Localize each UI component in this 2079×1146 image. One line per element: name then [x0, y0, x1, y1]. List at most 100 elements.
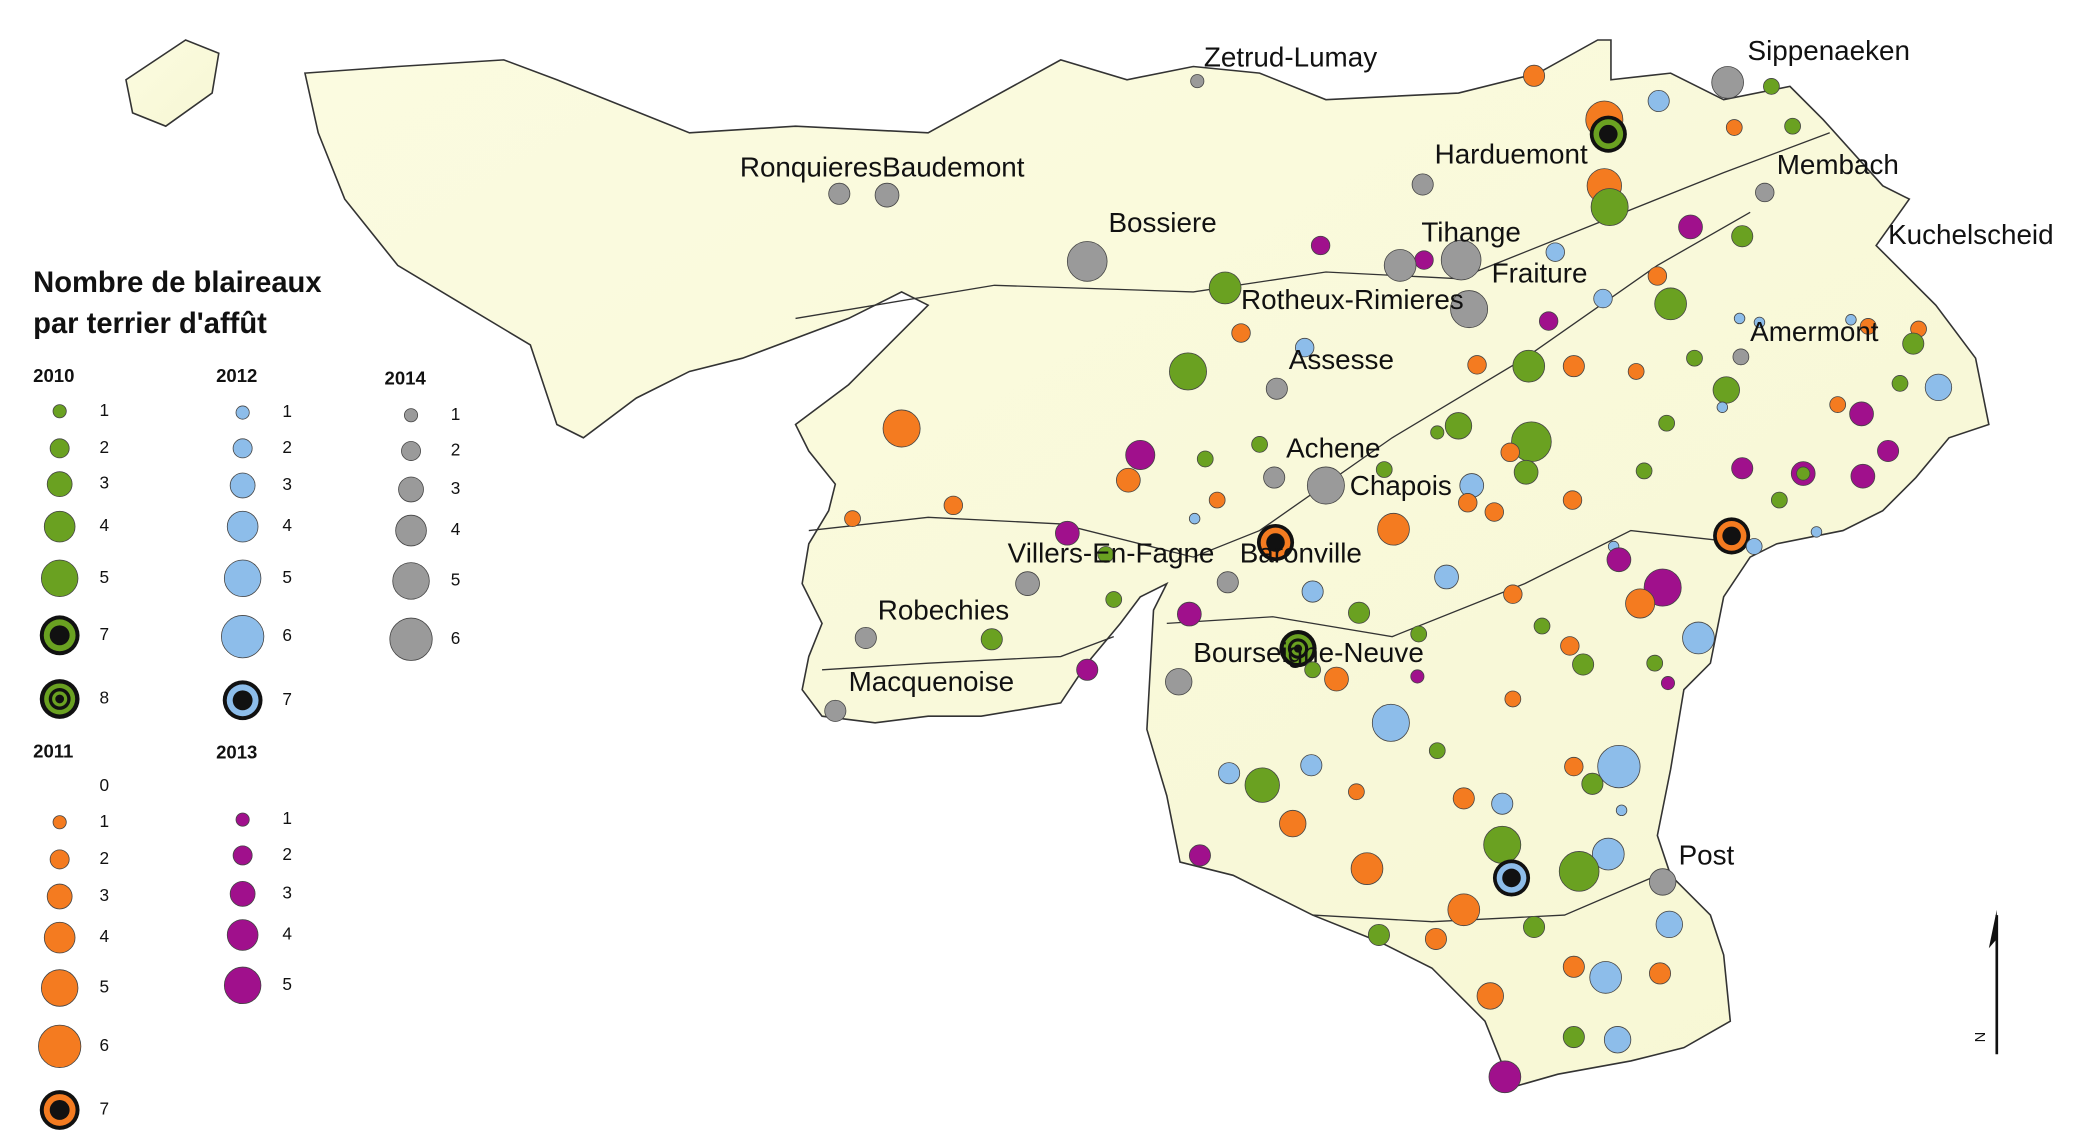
symbol: [1591, 837, 1625, 871]
symbol: [1533, 617, 1551, 635]
border: [822, 636, 1114, 671]
legend-year: 2014: [385, 368, 427, 389]
symbol: [1467, 355, 1487, 375]
legend-value: 2: [451, 440, 461, 460]
symbol: [1545, 242, 1565, 262]
symbol: [1476, 982, 1504, 1010]
legend-value: 2: [99, 437, 109, 457]
symbol: [1859, 318, 1877, 335]
symbol: [226, 919, 259, 951]
symbol: [1646, 654, 1664, 672]
symbol: [49, 849, 70, 870]
symbol: [1488, 1060, 1522, 1094]
symbol: [1410, 669, 1425, 684]
legend-value: 6: [282, 625, 292, 645]
legend-value: 5: [282, 567, 292, 587]
place-label: Bourseigne-Neuve: [1193, 637, 1424, 668]
symbol: [1538, 311, 1559, 331]
symbol: [1850, 463, 1876, 489]
symbol: [1572, 653, 1595, 676]
symbol: [1753, 316, 1766, 329]
place-label: Sippenaeken: [1748, 35, 1910, 66]
place-label: Bossiere: [1108, 207, 1216, 238]
symbol: [229, 881, 256, 907]
symbol: [1523, 916, 1546, 939]
symbol: [1625, 588, 1656, 619]
symbol: [1589, 961, 1622, 994]
symbol: [401, 441, 421, 461]
symbol: [1015, 571, 1040, 596]
symbol: [1348, 601, 1371, 624]
place-label: Chapois: [1350, 470, 1452, 501]
symbol: [943, 495, 963, 516]
symbol: [1512, 349, 1546, 383]
symbol: [40, 969, 79, 1007]
symbol: [1424, 927, 1447, 950]
symbol: [1745, 538, 1763, 555]
legend-value: 7: [282, 689, 292, 709]
symbol: [1371, 703, 1410, 742]
symbol: [1810, 526, 1823, 538]
place-labels: Zetrud-Lumay Sippenaeken Harduemont Membach…: [740, 35, 2054, 871]
symbol: [1310, 235, 1331, 256]
symbol: [1564, 756, 1584, 777]
legend-year: 2013: [216, 742, 257, 763]
place-label: Assesse: [1289, 344, 1394, 375]
symbol: [1447, 893, 1481, 927]
symbol: [1066, 241, 1108, 282]
symbol: [1593, 288, 1613, 309]
symbol: [1849, 401, 1874, 427]
symbol: [1459, 473, 1485, 498]
symbol: [844, 510, 861, 527]
border: [1166, 529, 1751, 638]
symbol: [1731, 457, 1754, 480]
observations: [824, 64, 1953, 1094]
symbol: [43, 510, 76, 543]
symbol: [1503, 584, 1523, 604]
symbol: [1615, 804, 1628, 817]
symbol: [1452, 787, 1475, 810]
symbol: [223, 966, 262, 1005]
symbol: [1265, 377, 1288, 400]
symbol: [1558, 851, 1600, 892]
symbol-core: [55, 694, 65, 704]
region-outline: [125, 39, 1990, 1089]
symbol: [882, 409, 921, 448]
symbol: [1306, 466, 1345, 505]
symbol-core: [49, 625, 70, 646]
symbol: [1902, 332, 1925, 355]
north-label: N: [1973, 1032, 1989, 1043]
symbol: [1504, 690, 1522, 708]
symbol: [235, 812, 250, 827]
symbol: [1294, 337, 1315, 358]
place-label: RonquieresBaudemont: [740, 152, 1025, 183]
symbol: [1300, 754, 1323, 777]
symbol: [1263, 466, 1286, 489]
symbol: [1434, 564, 1459, 590]
symbol: [1562, 1026, 1585, 1049]
symbol: [1660, 676, 1676, 691]
symbol: [1444, 412, 1473, 440]
legend-value: 5: [282, 974, 292, 994]
symbol: [1649, 868, 1677, 896]
symbol: [1725, 119, 1743, 136]
symbol: [1251, 436, 1268, 453]
symbol: [1244, 767, 1280, 803]
symbol: [1176, 601, 1202, 627]
symbol: [1414, 250, 1434, 270]
place-label: Kuchelscheid: [1888, 219, 2054, 250]
symbol: [1796, 466, 1811, 481]
symbol: [1654, 287, 1687, 321]
symbol: [1513, 459, 1539, 485]
symbol: [1523, 64, 1546, 87]
legend-value: 2: [99, 848, 109, 868]
symbol: [1658, 414, 1676, 432]
exclave: [125, 39, 220, 128]
legend-title: par terrier d'affût: [33, 308, 267, 340]
symbol: [1649, 962, 1672, 985]
legend-value: 2: [282, 437, 292, 457]
symbol: [1105, 591, 1123, 608]
symbol: [1686, 349, 1703, 367]
legend-value: 1: [99, 400, 109, 420]
symbol: [1383, 249, 1417, 282]
